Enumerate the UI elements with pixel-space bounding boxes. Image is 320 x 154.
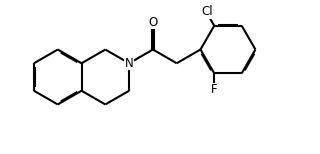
- Text: F: F: [211, 83, 218, 96]
- Text: N: N: [125, 57, 133, 70]
- Text: Cl: Cl: [202, 5, 213, 18]
- Text: O: O: [148, 16, 157, 28]
